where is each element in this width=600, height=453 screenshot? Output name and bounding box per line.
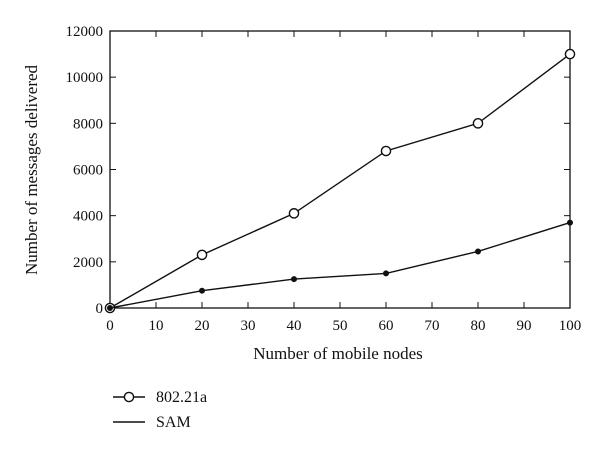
x-tick-label: 60 — [379, 318, 394, 334]
legend: 802.21a SAM — [113, 389, 207, 431]
x-tick-label: 80 — [471, 318, 486, 334]
x-tick-label: 50 — [333, 318, 348, 334]
plot-frame — [109, 30, 571, 309]
data-point-sam — [198, 287, 205, 294]
y-tick-label: 2000 — [73, 255, 103, 271]
data-point-sam — [382, 270, 389, 277]
data-point-802-21a — [380, 145, 392, 157]
data-point-802-21a — [288, 208, 300, 219]
x-tick-label: 100 — [559, 318, 582, 334]
x-tick-label: 0 — [106, 318, 114, 334]
data-point-sam — [107, 304, 114, 311]
x-tick-label: 90 — [517, 318, 532, 334]
x-tick-label: 40 — [287, 318, 302, 334]
x-tick-label: 10 — [149, 318, 164, 334]
y-tick-label: 8000 — [73, 116, 103, 132]
y-tick-label: 4000 — [73, 209, 103, 225]
series-lines — [104, 48, 576, 314]
data-point-802-21a — [564, 48, 576, 60]
legend-label: 802.21a — [156, 389, 207, 406]
data-point-sam — [474, 248, 481, 255]
legend-label: SAM — [156, 414, 191, 431]
data-point-sam — [567, 219, 574, 226]
data-point-802-21a — [196, 249, 208, 261]
x-tick-label: 20 — [195, 318, 210, 334]
data-point-sam — [290, 276, 297, 283]
series-line-1 — [109, 53, 571, 309]
y-tick-label: 0 — [96, 301, 104, 317]
legend-marker-802-21a — [123, 391, 135, 403]
y-tick-label: 10000 — [66, 70, 104, 86]
series-line-2 — [109, 221, 571, 309]
data-point-802-21a — [472, 118, 484, 129]
x-tick-label: 70 — [425, 318, 440, 334]
x-axis-title: Number of mobile nodes — [253, 344, 423, 363]
axis-ticks: 0 10 20 30 40 50 60 70 80 90 100 0 2000 4000 6000 8000 1… — [66, 24, 582, 334]
plot-area — [109, 30, 571, 309]
y-tick-label: 12000 — [66, 24, 104, 40]
y-axis-title: Number of messages delivered — [22, 64, 41, 275]
x-tick-label: 30 — [241, 318, 256, 334]
y-tick-label: 6000 — [73, 163, 103, 179]
